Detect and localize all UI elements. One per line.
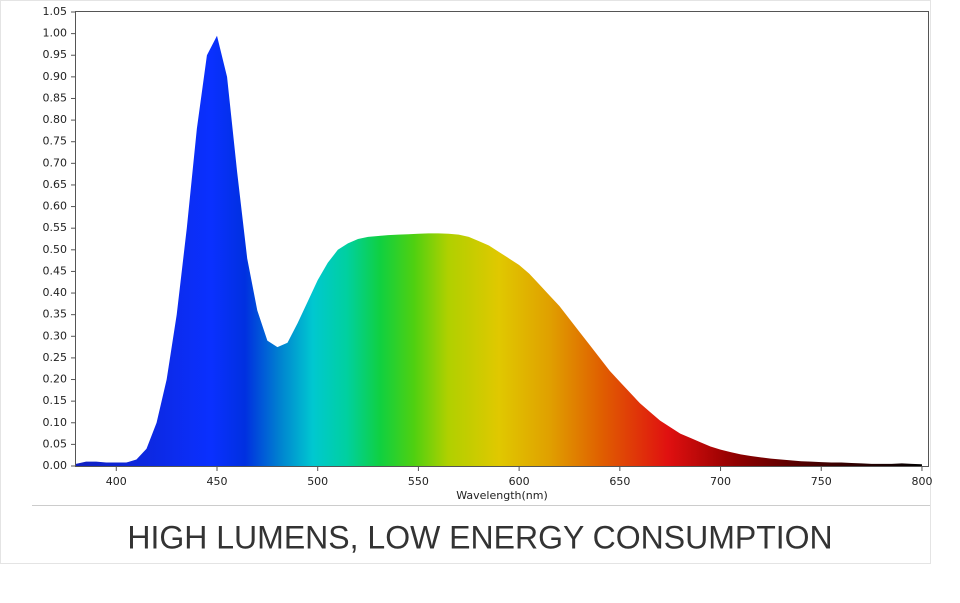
y-tick-label: 0.55 (43, 221, 68, 234)
x-tick-label: 450 (206, 475, 227, 488)
y-tick-label: 0.35 (43, 308, 68, 321)
frame (0, 0, 931, 564)
x-tick-label: 550 (408, 475, 429, 488)
x-tick-label: 750 (811, 475, 832, 488)
x-tick-label: 700 (710, 475, 731, 488)
y-tick-label: 0.60 (43, 200, 68, 213)
y-tick-label: 1.05 (43, 5, 68, 18)
x-tick-label: 400 (106, 475, 127, 488)
y-tick-label: 0.85 (43, 91, 68, 104)
y-tick-label: 1.00 (43, 27, 68, 40)
y-tick-label: 0.40 (43, 286, 68, 299)
y-tick-label: 0.15 (43, 394, 68, 407)
x-axis-label: Wavelength(nm) (456, 489, 548, 502)
chart-title: HIGH LUMENS, LOW ENERGY CONSUMPTION (127, 519, 832, 555)
y-tick-label: 0.65 (43, 178, 68, 191)
y-tick-label: 0.80 (43, 113, 68, 126)
y-tick-label: 0.05 (43, 437, 68, 450)
y-tick-label: 0.45 (43, 264, 68, 277)
y-tick-label: 0.00 (43, 459, 68, 472)
x-tick-label: 650 (609, 475, 630, 488)
y-tick-label: 0.75 (43, 135, 68, 148)
y-tick-label: 0.30 (43, 329, 68, 342)
y-tick-label: 0.25 (43, 351, 68, 364)
y-tick-label: 0.90 (43, 70, 68, 83)
x-tick-label: 500 (307, 475, 328, 488)
y-tick-label: 0.95 (43, 48, 68, 61)
y-tick-label: 0.10 (43, 416, 68, 429)
x-tick-label: 800 (911, 475, 932, 488)
y-tick-label: 0.50 (43, 243, 68, 256)
y-tick-label: 0.70 (43, 156, 68, 169)
y-tick-label: 0.20 (43, 373, 68, 386)
x-tick-label: 600 (509, 475, 530, 488)
spectrum-area (76, 35, 922, 466)
